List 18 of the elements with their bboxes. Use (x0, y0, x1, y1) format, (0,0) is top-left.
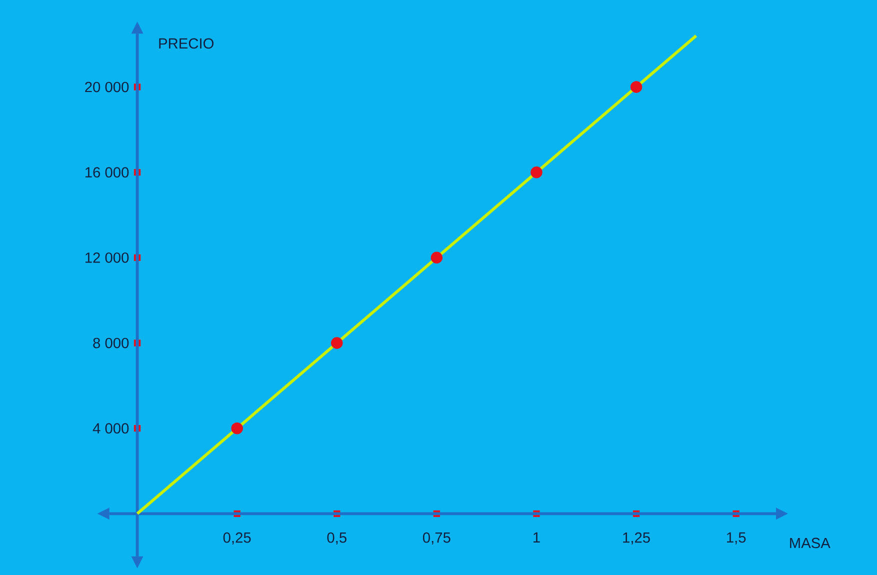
point (331, 337, 343, 349)
x-axis-title: MASA (790, 538, 830, 548)
y-tick-label: 20 000 (85, 82, 129, 92)
x-tick-label: 1,5 (727, 532, 746, 544)
x-tick-label: 0,75 (422, 532, 450, 544)
x-tick-label: 0,25 (223, 532, 251, 544)
y-tick-label: 8 000 (93, 338, 129, 348)
x-tick-label: 1 (534, 532, 540, 542)
y-tick-label: 16 000 (85, 167, 129, 178)
x-tick-label: 0,5 (327, 532, 346, 544)
y-tick-label: 4 000 (92, 423, 129, 434)
y-tick-label: 12 000 (85, 252, 129, 263)
point (530, 166, 542, 178)
y-axis-title: PRECIO (159, 38, 214, 49)
point (630, 81, 642, 93)
point (430, 252, 443, 264)
x-tick-label: 1,25 (623, 532, 650, 544)
point (231, 422, 243, 434)
